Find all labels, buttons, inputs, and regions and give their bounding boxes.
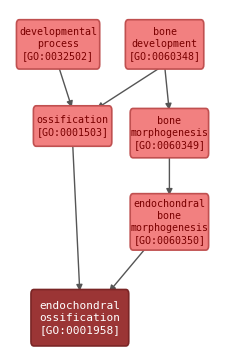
- Text: developmental
process
[GO:0032502]: developmental process [GO:0032502]: [19, 27, 97, 61]
- FancyBboxPatch shape: [31, 290, 129, 346]
- FancyBboxPatch shape: [16, 20, 100, 69]
- FancyBboxPatch shape: [130, 108, 209, 158]
- Text: bone
morphogenesis
[GO:0060349]: bone morphogenesis [GO:0060349]: [130, 116, 208, 150]
- FancyBboxPatch shape: [33, 106, 112, 146]
- Text: ossification
[GO:0001503]: ossification [GO:0001503]: [37, 115, 109, 137]
- FancyBboxPatch shape: [130, 194, 209, 250]
- FancyBboxPatch shape: [125, 20, 204, 69]
- Text: bone
development
[GO:0060348]: bone development [GO:0060348]: [129, 27, 201, 61]
- Text: endochondral
bone
morphogenesis
[GO:0060350]: endochondral bone morphogenesis [GO:0060…: [130, 199, 208, 245]
- Text: endochondral
ossification
[GO:0001958]: endochondral ossification [GO:0001958]: [39, 301, 120, 335]
